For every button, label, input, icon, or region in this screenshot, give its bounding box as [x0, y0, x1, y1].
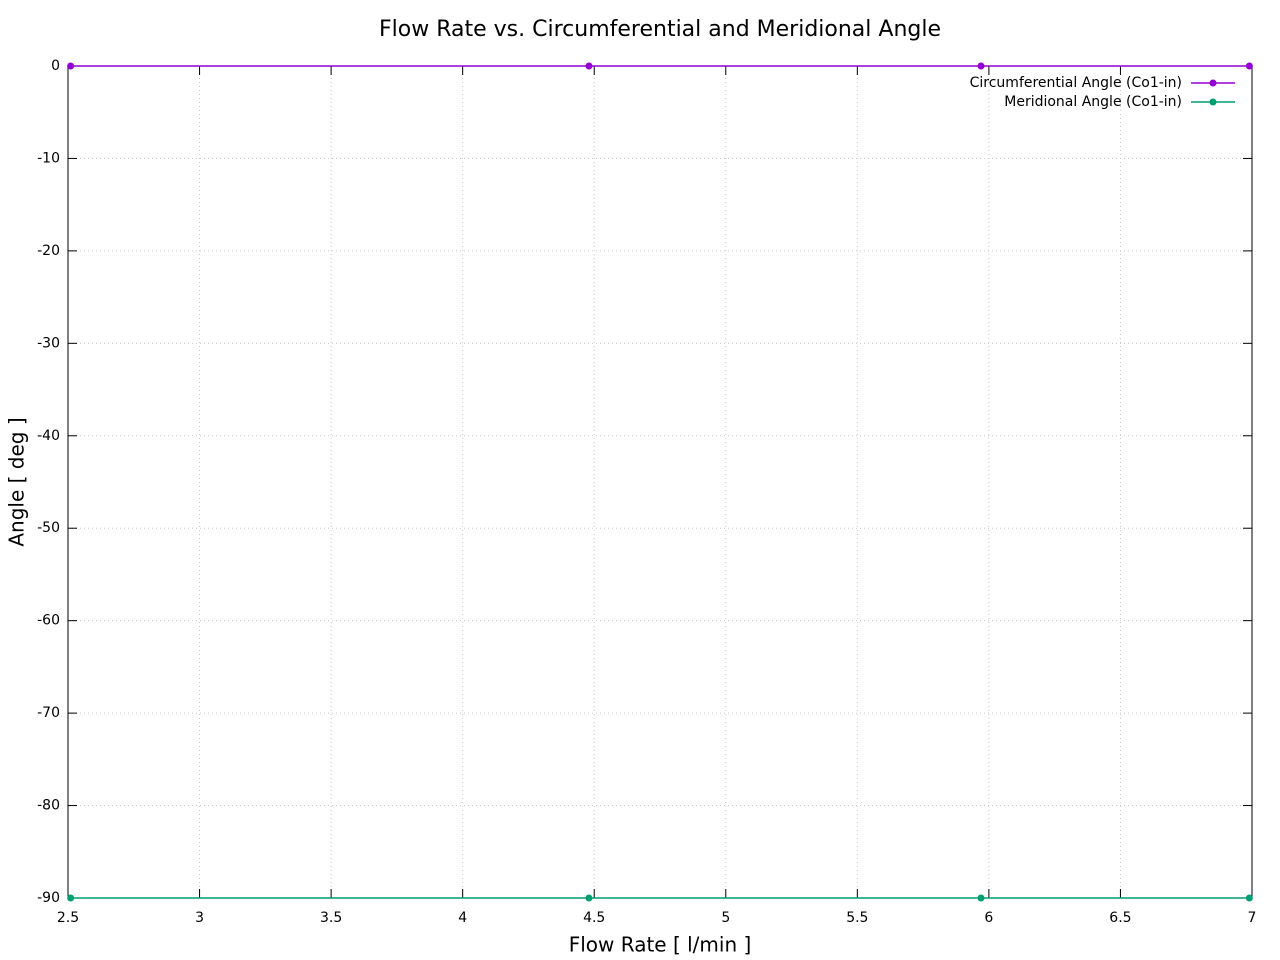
- x-tick-label: 4.5: [583, 910, 605, 926]
- chart-title: Flow Rate vs. Circumferential and Meridi…: [379, 17, 941, 42]
- y-tick-label: -70: [37, 705, 60, 721]
- y-axis-label: Angle [ deg ]: [5, 417, 29, 546]
- y-tick-label: -60: [37, 613, 60, 629]
- data-point: [67, 62, 75, 70]
- x-tick-label: 6.5: [1109, 910, 1131, 926]
- plot-frame: [67, 65, 1253, 899]
- data-point: [585, 894, 593, 902]
- x-tick-label: 5.5: [846, 910, 868, 926]
- y-tick-label: -80: [37, 798, 60, 814]
- y-tick-label: 0: [51, 58, 60, 74]
- y-tick-label: -10: [37, 150, 60, 166]
- data-point: [585, 62, 593, 70]
- x-tick-label: 4: [458, 910, 467, 926]
- y-tick-label: -30: [37, 335, 60, 351]
- data-point: [1245, 894, 1253, 902]
- x-axis-label: Flow Rate [ l/min ]: [569, 933, 752, 957]
- legend-label: Circumferential Angle (Co1-in): [970, 75, 1182, 91]
- y-tick-label: -20: [37, 243, 60, 259]
- y-tick-label: -90: [37, 890, 60, 906]
- x-tick-label: 7: [1248, 910, 1257, 926]
- legend-label: Meridional Angle (Co1-in): [1004, 94, 1182, 110]
- y-tick-label: -40: [37, 428, 60, 444]
- data-point: [977, 62, 985, 70]
- x-tick-label: 2.5: [57, 910, 79, 926]
- data-point: [977, 894, 985, 902]
- x-tick-label: 6: [984, 910, 993, 926]
- x-tick-label: 5: [721, 910, 730, 926]
- y-tick-label: -50: [37, 520, 60, 536]
- legend-marker: [1209, 98, 1217, 106]
- legend-marker: [1209, 79, 1217, 87]
- data-point: [1245, 62, 1253, 70]
- x-tick-label: 3: [195, 910, 204, 926]
- data-point: [67, 894, 75, 902]
- x-tick-label: 3.5: [320, 910, 342, 926]
